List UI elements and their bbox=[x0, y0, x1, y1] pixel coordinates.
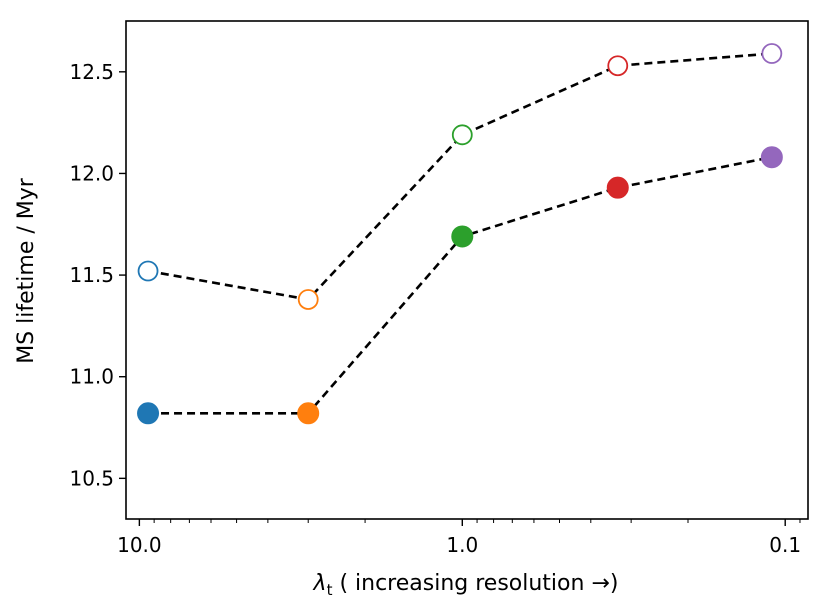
x-tick-label: 0.1 bbox=[769, 533, 801, 557]
point-filled bbox=[451, 225, 474, 248]
x-tick-label: 1.0 bbox=[446, 533, 478, 557]
point-filled bbox=[297, 402, 320, 425]
series-line-filled bbox=[148, 155, 773, 415]
series-points bbox=[137, 43, 783, 425]
y-tick-label: 11.0 bbox=[69, 365, 114, 389]
axes-frame bbox=[125, 20, 809, 520]
point-open bbox=[297, 289, 319, 310]
x-tick-label: 10.0 bbox=[117, 533, 162, 557]
y-tick-label: 12.0 bbox=[69, 161, 114, 185]
x-axis-label-symbol: λ bbox=[313, 571, 327, 596]
point-open bbox=[451, 124, 473, 146]
y-tick-label: 12.5 bbox=[69, 60, 114, 84]
point-open bbox=[761, 43, 783, 64]
series-line-open bbox=[147, 52, 772, 301]
point-filled bbox=[606, 176, 629, 199]
point-filled bbox=[760, 146, 783, 169]
point-open bbox=[137, 260, 159, 282]
x-axis-label-rest: ( increasing resolution →) bbox=[332, 571, 618, 596]
point-open bbox=[607, 55, 629, 77]
y-tick-label: 10.5 bbox=[69, 466, 114, 490]
y-tick-label: 11.5 bbox=[69, 263, 114, 287]
point-filled bbox=[137, 402, 160, 425]
plot-area bbox=[125, 20, 809, 520]
x-axis-label-subscript: t bbox=[327, 581, 333, 599]
x-axis-label: λt ( increasing resolution →) bbox=[313, 571, 619, 599]
y-axis-label: MS lifetime / Myr bbox=[14, 177, 39, 364]
ticks-layer: 10.5 11.0 11.5 12.0 12.5 10.0 1.0 0.1 bbox=[69, 60, 801, 557]
